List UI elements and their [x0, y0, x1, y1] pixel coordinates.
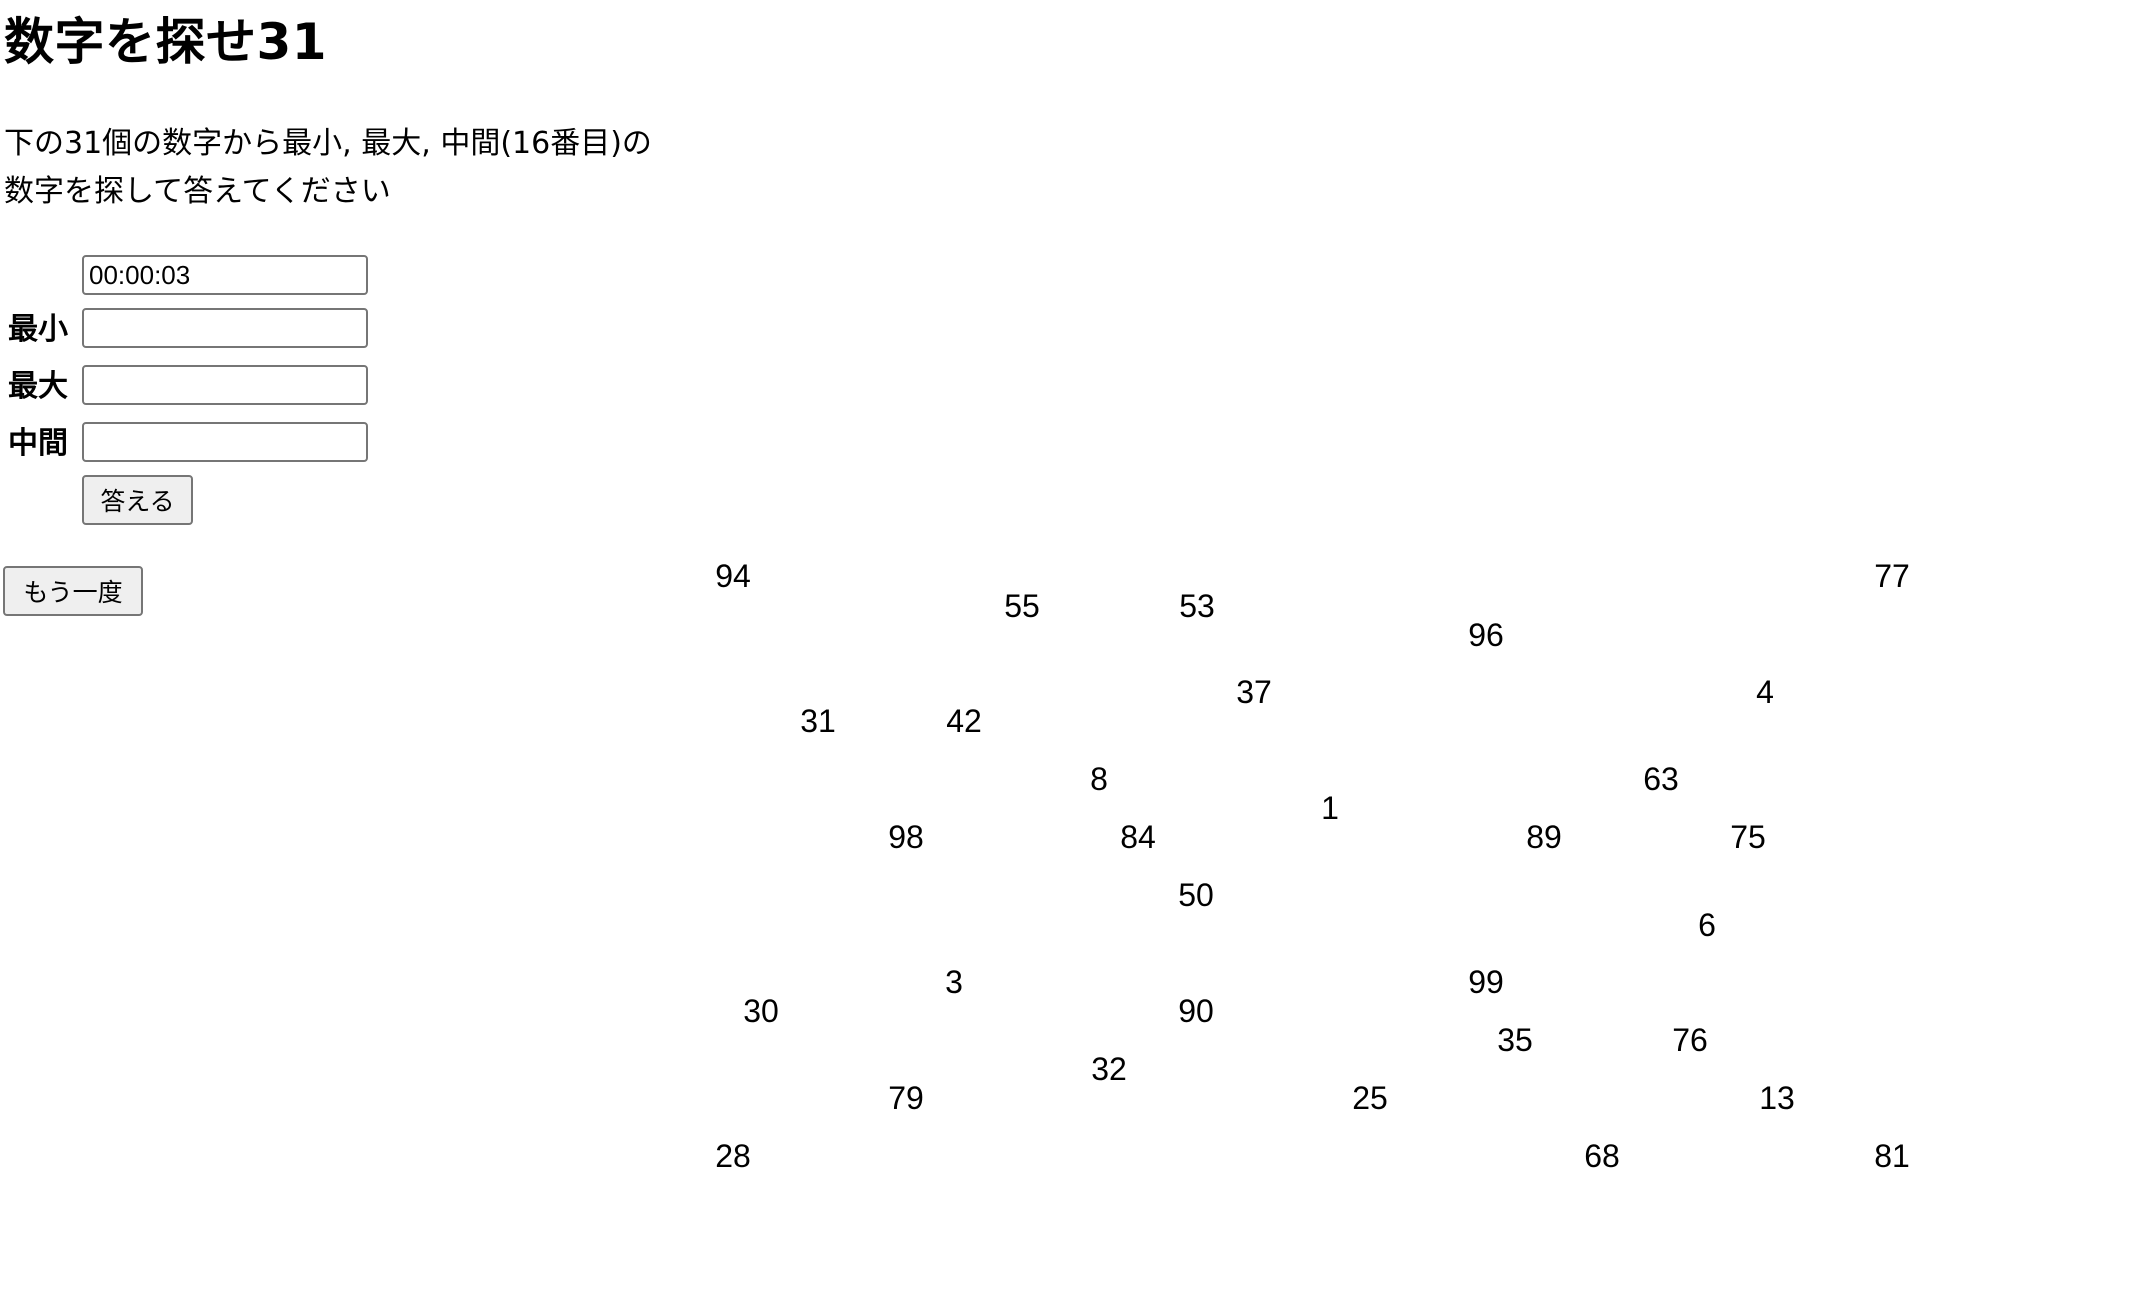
number-item: 89: [1526, 819, 1562, 855]
number-item: 32: [1091, 1051, 1127, 1087]
number-item: 68: [1584, 1138, 1620, 1174]
number-item: 13: [1759, 1080, 1795, 1116]
number-item: 31: [800, 703, 836, 739]
instructions: 下の31個の数字から最小, 最大, 中間(16番目)の 数字を探して答えてくださ…: [4, 120, 764, 216]
number-item: 98: [888, 819, 924, 855]
timer-field[interactable]: [82, 255, 368, 295]
number-item: 8: [1090, 761, 1108, 797]
page-title: 数字を探せ31: [4, 13, 328, 71]
number-item: 42: [946, 703, 982, 739]
answer-button[interactable]: 答える: [82, 475, 193, 525]
min-input[interactable]: [82, 308, 368, 348]
number-item: 75: [1730, 819, 1766, 855]
number-item: 28: [715, 1138, 751, 1174]
number-item: 84: [1120, 819, 1156, 855]
max-input[interactable]: [82, 365, 368, 405]
number-item: 37: [1236, 674, 1272, 710]
number-item: 77: [1874, 558, 1910, 594]
mid-input[interactable]: [82, 422, 368, 462]
retry-button[interactable]: もう一度: [3, 566, 143, 616]
number-item: 53: [1179, 588, 1215, 624]
number-item: 63: [1643, 761, 1679, 797]
number-item: 79: [888, 1080, 924, 1116]
number-item: 25: [1352, 1080, 1388, 1116]
number-item: 76: [1672, 1022, 1708, 1058]
timer-row: [0, 255, 400, 299]
instructions-line-1: 下の31個の数字から最小, 最大, 中間(16番目)の: [4, 126, 652, 161]
number-item: 3: [945, 964, 963, 1000]
instructions-line-2: 数字を探して答えてください: [4, 174, 391, 209]
number-item: 81: [1874, 1138, 1910, 1174]
number-item: 94: [715, 558, 751, 594]
number-item: 35: [1497, 1022, 1533, 1058]
number-item: 1: [1321, 790, 1339, 826]
number-item: 50: [1178, 877, 1214, 913]
mid-row: 中間: [0, 422, 400, 466]
number-item: 99: [1468, 964, 1504, 1000]
min-label: 最小: [8, 312, 68, 347]
number-item: 96: [1468, 617, 1504, 653]
number-item: 6: [1698, 907, 1716, 943]
number-item: 30: [743, 993, 779, 1029]
max-label: 最大: [8, 369, 68, 404]
max-row: 最大: [0, 365, 400, 409]
min-row: 最小: [0, 308, 400, 352]
number-item: 90: [1178, 993, 1214, 1029]
mid-label: 中間: [8, 426, 68, 461]
number-item: 55: [1004, 588, 1040, 624]
number-item: 4: [1756, 674, 1774, 710]
